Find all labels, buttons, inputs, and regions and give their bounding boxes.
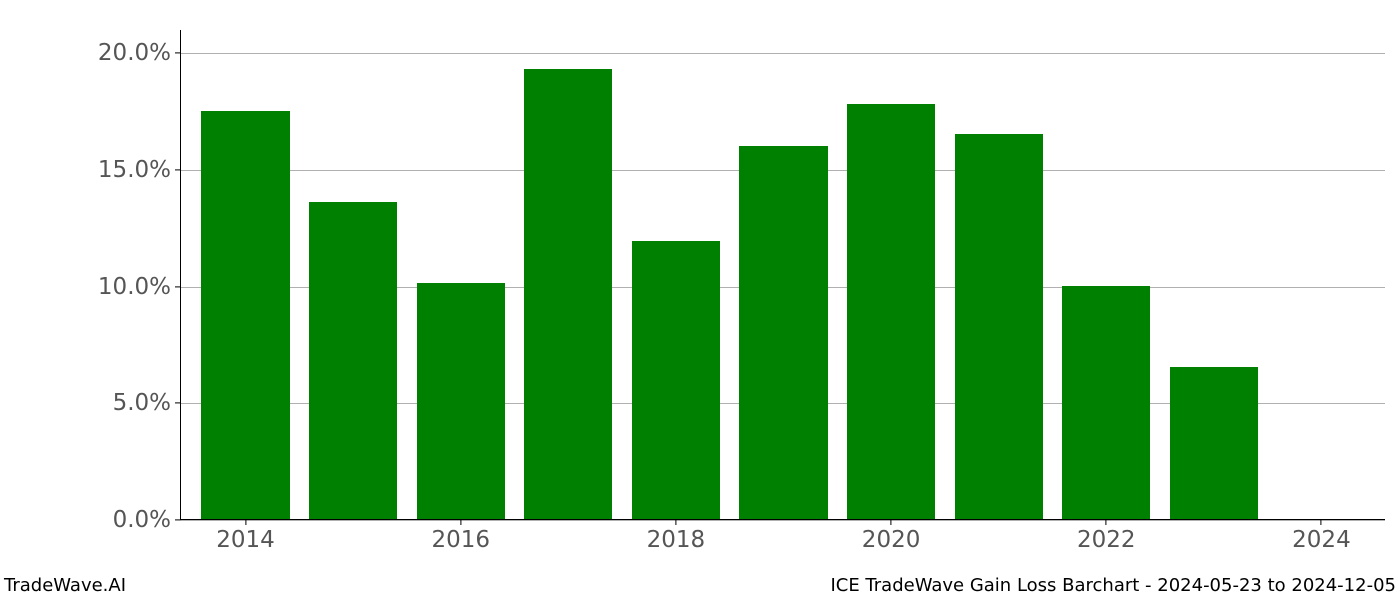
x-tick-label: 2022 <box>1077 519 1136 553</box>
y-tick-label: 20.0% <box>98 40 181 66</box>
y-tick-label: 15.0% <box>98 157 181 183</box>
y-tick-label: 0.0% <box>113 507 181 533</box>
bar <box>1062 286 1150 519</box>
bar <box>739 146 827 519</box>
bar <box>955 134 1043 519</box>
x-tick-label: 2020 <box>862 519 921 553</box>
y-tick-label: 10.0% <box>98 274 181 300</box>
bar <box>524 69 612 519</box>
y-gridline <box>181 53 1385 54</box>
bar <box>417 283 505 519</box>
bar <box>632 241 720 519</box>
x-tick-label: 2016 <box>431 519 490 553</box>
x-tick-label: 2018 <box>647 519 706 553</box>
plot-area: 0.0%5.0%10.0%15.0%20.0%20142016201820202… <box>180 30 1385 520</box>
footer-caption: ICE TradeWave Gain Loss Barchart - 2024-… <box>830 575 1396 596</box>
y-tick-label: 5.0% <box>113 390 181 416</box>
bar <box>201 111 289 519</box>
footer-brand: TradeWave.AI <box>4 575 126 596</box>
bar <box>309 202 397 519</box>
bar <box>847 104 935 519</box>
gain-loss-barchart: 0.0% 5.0% 10.0% 15.0% 20.0% 2014 2016 2018 2020 2… <box>0 0 1400 600</box>
x-tick-label: 2014 <box>216 519 275 553</box>
bar <box>1170 367 1258 519</box>
x-tick-label: 2024 <box>1292 519 1351 553</box>
y-gridline <box>181 520 1385 521</box>
